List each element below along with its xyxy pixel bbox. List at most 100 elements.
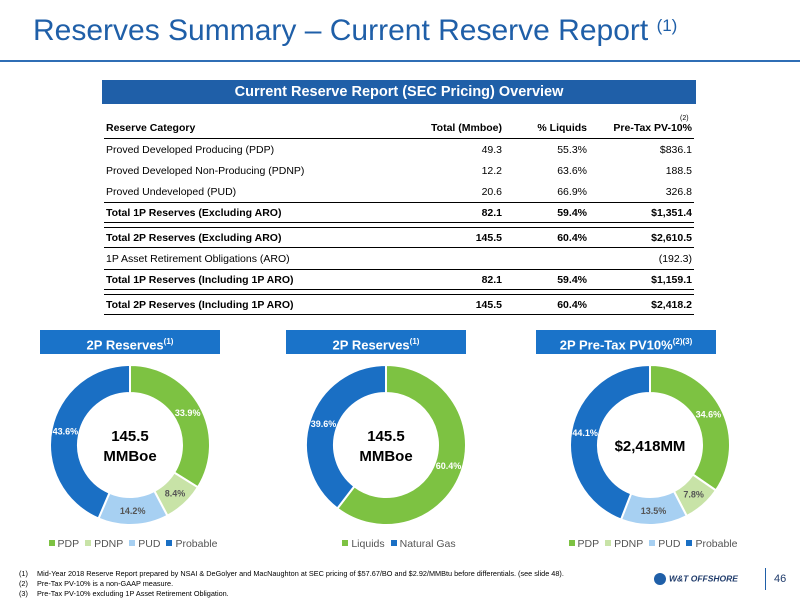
footnote-key: (3)	[19, 589, 28, 598]
legend-label: Liquids	[351, 538, 385, 550]
donut-center-label: MMBoe	[103, 448, 156, 465]
table-row: Proved Developed Producing (PDP) 49.3 55.3…	[104, 139, 694, 161]
donut-value-label: 7.8%	[683, 490, 704, 500]
donut-value-label: 44.1%	[572, 428, 598, 438]
footnote-text: Pre-Tax PV-10% is a non-GAAP measure.	[37, 579, 174, 588]
legend-label: PDP	[57, 538, 80, 550]
cell-category: Proved Developed Producing (PDP)	[106, 143, 275, 156]
donut-value-label: 13.5%	[641, 506, 667, 516]
cell-pv10: $2,610.5	[589, 227, 694, 248]
table-row: Total 1P Reserves (Including 1P ARO) 82.1…	[104, 269, 694, 290]
cell-liquids: 59.4%	[504, 269, 589, 290]
cell-liquids	[504, 248, 589, 270]
donut-center-label: 145.5	[111, 428, 149, 445]
chart-banner-2p-reserves-liquids: 2P Reserves(1)	[286, 330, 466, 354]
donut-slice-pdp	[129, 363, 211, 489]
chart-legend: PDP PDNP PUD Probable	[15, 538, 245, 550]
donut-center-label: 145.5	[367, 428, 405, 445]
table-row: Proved Developed Non-Producing (PDNP) 12.…	[104, 160, 694, 181]
legend-label: PDNP	[614, 538, 644, 550]
legend-label: Probable	[175, 538, 218, 550]
cell-pv10: 188.5	[665, 164, 692, 177]
legend-label: PDP	[577, 538, 600, 550]
col-header-category: Reserve Category	[104, 121, 404, 139]
company-logo: W&T OFFSHORE	[654, 573, 758, 589]
legend-swatch	[129, 540, 136, 546]
footnote-text: Mid-Year 2018 Reserve Report prepared by…	[37, 569, 564, 578]
cell-category: Total 2P Reserves (Including 1P ARO)	[104, 294, 404, 315]
footnote-1: (1) Mid-Year 2018 Reserve Report prepared…	[19, 569, 564, 579]
page-number: 46	[774, 573, 787, 585]
col-header-pv10: Pre-Tax PV-10%	[589, 121, 694, 139]
cell-total: 12.2	[481, 164, 502, 177]
cell-total	[404, 248, 504, 270]
footer-divider	[765, 568, 766, 590]
donut-value-label: 39.6%	[311, 419, 337, 429]
cell-pv10: $1,159.1	[589, 269, 694, 290]
cell-total: 82.1	[404, 269, 504, 290]
table-row: Total 2P Reserves (Including 1P ARO) 145.…	[104, 294, 694, 315]
cell-liquids: 55.3%	[557, 143, 587, 156]
donut-slice-liquids	[335, 363, 467, 526]
cell-liquids: 66.9%	[557, 185, 587, 198]
cell-total: 20.6	[481, 185, 502, 198]
chart-title-sup: (2)(3)	[672, 337, 693, 346]
donut-slice-probable	[49, 363, 131, 520]
cell-category: Total 1P Reserves (Excluding ARO)	[104, 202, 404, 223]
donut-value-label: 34.6%	[696, 409, 722, 419]
cell-pv10: 326.8	[665, 185, 692, 198]
footnote-key: (2)	[19, 579, 28, 588]
cell-pv10: (192.3)	[658, 252, 692, 265]
chart-title: 2P Reserves	[86, 337, 164, 353]
legend-swatch	[342, 540, 349, 546]
table-banner: Current Reserve Report (SEC Pricing) Ove…	[102, 80, 696, 104]
donut-chart-2p-reserves: 33.9% 8.4% 14.2% 43.6% 145.5 MMBoe	[49, 363, 211, 526]
footnotes: (1) Mid-Year 2018 Reserve Report prepared…	[19, 569, 564, 599]
chart-banner-pv10: 2P Pre-Tax PV10%(2)(3)	[536, 330, 716, 354]
donut-value-label: 33.9%	[175, 408, 201, 418]
chart-title-sup: (1)	[163, 337, 174, 346]
legend-label: Natural Gas	[399, 538, 456, 550]
cell-liquids: 60.4%	[504, 294, 589, 315]
cell-category: 1P Asset Retirement Obligations (ARO)	[106, 252, 290, 265]
legend-swatch	[605, 540, 612, 546]
cell-liquids: 59.4%	[504, 202, 589, 223]
donut-value-label: 8.4%	[165, 488, 186, 498]
cell-category: Proved Undeveloped (PUD)	[106, 185, 237, 198]
legend-label: PDNP	[94, 538, 124, 550]
donut-value-label: 60.4%	[436, 461, 462, 471]
legend-swatch	[390, 540, 397, 546]
col-header-total: Total (Mmboe)	[404, 121, 504, 139]
donut-value-label: 14.2%	[120, 506, 146, 516]
cell-total: 145.5	[404, 294, 504, 315]
footnote-3: (3) Pre-Tax PV-10% excluding 1P Asset Ret…	[19, 589, 564, 599]
footnote-key: (1)	[19, 569, 28, 578]
donut-center-label: $2,418MM	[615, 438, 686, 455]
footnote-2: (2) Pre-Tax PV-10% is a non-GAAP measure.	[19, 579, 564, 589]
table-row: Total 1P Reserves (Excluding ARO) 82.1 59.…	[104, 202, 694, 223]
cell-total: 49.3	[481, 143, 502, 156]
cell-total: 145.5	[404, 227, 504, 248]
legend-label: Probable	[695, 538, 738, 550]
page-title: Reserves Summary – Current Reserve Repor…	[33, 14, 677, 48]
legend-swatch	[568, 540, 575, 546]
chart-title: 2P Pre-Tax PV10%	[559, 337, 673, 353]
donut-center-label: MMBoe	[359, 448, 412, 465]
cell-pv10: $836.1	[659, 143, 692, 156]
donut-slice-pdp	[649, 363, 731, 492]
legend-swatch	[48, 540, 55, 546]
table-header-row: Reserve Category Total (Mmboe) % Liquids…	[104, 121, 694, 139]
legend-label: PUD	[658, 538, 681, 550]
legend-label: PUD	[138, 538, 161, 550]
chart-legend: PDP PDNP PUD Probable	[535, 538, 765, 550]
cell-pv10: $1,351.4	[589, 202, 694, 223]
legend-swatch	[85, 540, 92, 546]
pv10-footnote-marker: (2)	[680, 115, 689, 122]
cell-total: 82.1	[404, 202, 504, 223]
logo-mark-icon	[654, 573, 666, 585]
footnote-text: Pre-Tax PV-10% excluding 1P Asset Retire…	[37, 589, 229, 598]
cell-category: Total 2P Reserves (Excluding ARO)	[104, 227, 404, 248]
page-title-text: Reserves Summary – Current Reserve Repor…	[33, 14, 649, 47]
chart-banner-2p-reserves: 2P Reserves(1)	[40, 330, 220, 354]
table-row: 1P Asset Retirement Obligations (ARO) (19…	[104, 248, 694, 270]
